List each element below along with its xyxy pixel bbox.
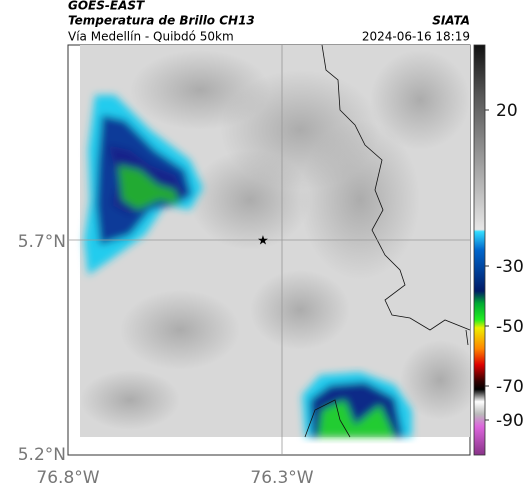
subtitle: Temperatura de Brillo CH13 (68, 14, 255, 28)
colorbar: 20 -30 -50 -70 -90 (473, 44, 524, 456)
cloud-left (84, 95, 203, 275)
lat-label: 5.7°N (18, 232, 66, 252)
colorbar-tick: -70 (496, 377, 524, 397)
colorbar-tick: -50 (496, 317, 524, 337)
colorbar-tick: 20 (496, 101, 518, 121)
lon-label: 76.8°W (36, 468, 99, 488)
colorbar-tick: -90 (496, 411, 524, 431)
route: Vía Medellín - Quibdó 50km (68, 30, 234, 44)
border-line (304, 44, 471, 438)
colorbar-scale (473, 44, 486, 456)
location-star: ★ (257, 234, 269, 249)
source: SIATA (432, 14, 470, 28)
map-area: ★ (67, 44, 480, 456)
colorbar-tick: -30 (496, 257, 524, 277)
lat-label: 5.2°N (18, 445, 66, 465)
lon-label: 76.3°W (250, 468, 313, 488)
timestamp: 2024-06-16 18:19 (362, 30, 470, 44)
title: GOES-EAST (68, 0, 145, 13)
